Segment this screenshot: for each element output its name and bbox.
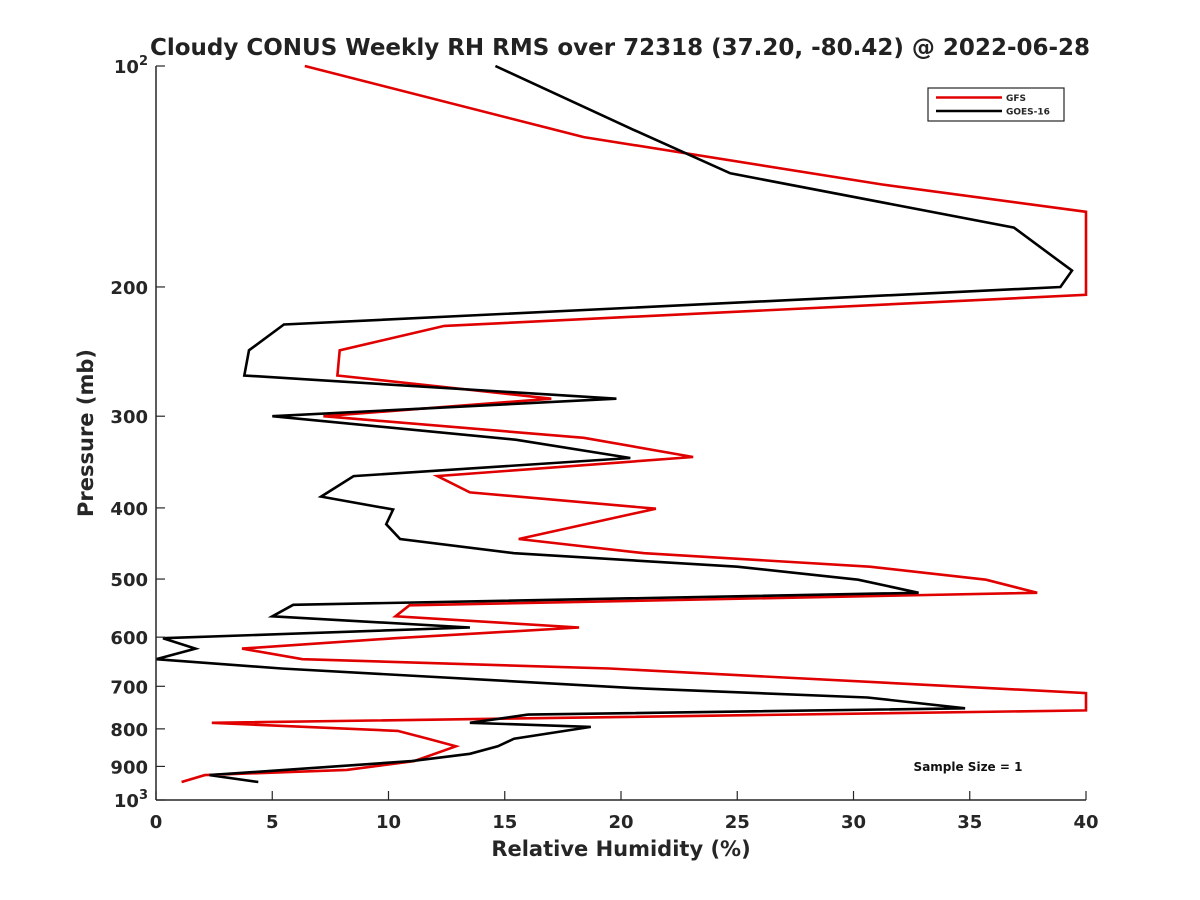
x-tick-label: 35 bbox=[957, 812, 982, 833]
x-tick-label: 20 bbox=[608, 812, 633, 833]
x-tick-label: 25 bbox=[725, 812, 750, 833]
y-tick-label: 800 bbox=[110, 720, 148, 741]
x-tick-label: 5 bbox=[266, 812, 279, 833]
x-tick-label: 15 bbox=[492, 812, 517, 833]
y-tick-label: 200 bbox=[110, 278, 148, 299]
series-line-gfs bbox=[181, 64, 1088, 784]
series-line-goes16 bbox=[155, 64, 1074, 784]
sample-size-annotation: Sample Size = 1 bbox=[914, 760, 1023, 774]
chart-title: Cloudy CONUS Weekly RH RMS over 72318 (3… bbox=[150, 35, 1090, 61]
series-layer bbox=[155, 64, 1088, 784]
y-tick-label: 600 bbox=[110, 628, 148, 649]
x-tick-label: 40 bbox=[1073, 812, 1098, 833]
x-tick-label: 0 bbox=[150, 812, 163, 833]
y-tick-label: 700 bbox=[110, 677, 148, 698]
y-tick-label: 500 bbox=[110, 570, 148, 591]
legend-label-goes16: GOES-16 bbox=[1006, 108, 1050, 118]
legend-label-gfs: GFS bbox=[1006, 94, 1026, 104]
y-tick-label: 400 bbox=[110, 499, 148, 520]
y-axis-label: Pressure (mb) bbox=[74, 349, 98, 517]
x-tick-label: 10 bbox=[376, 812, 401, 833]
x-tick-label: 30 bbox=[841, 812, 866, 833]
x-axis-label: Relative Humidity (%) bbox=[491, 837, 750, 861]
axes-layer: 0 5 10 15 20 25 30 35 40102200300400500600700800… bbox=[110, 54, 1098, 833]
legend-box bbox=[927, 87, 1065, 122]
y-tick-label: 900 bbox=[110, 757, 148, 778]
legend: GFS GOES-16 bbox=[927, 87, 1065, 122]
y-tick-label: 300 bbox=[110, 407, 148, 428]
